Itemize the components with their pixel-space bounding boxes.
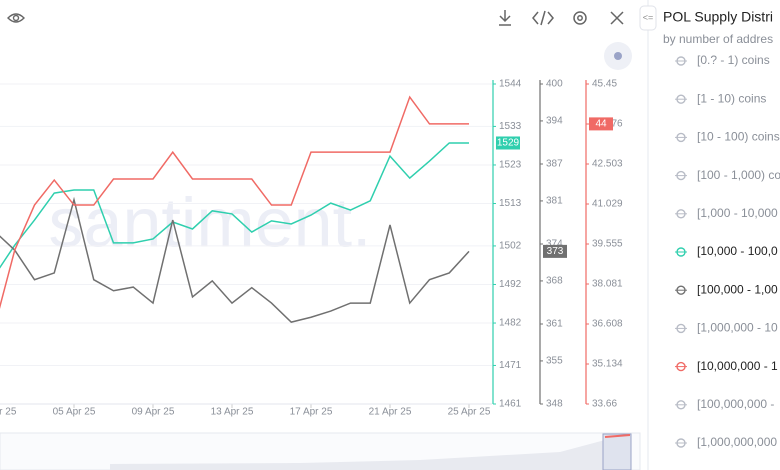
x-tick-label: 17 Apr 25 — [290, 407, 333, 418]
y-tick-label: 1492 — [499, 279, 522, 290]
y-tick-label: 348 — [546, 399, 563, 410]
y-tick-label: 1482 — [499, 318, 522, 329]
y-tick-label: 374 — [546, 239, 563, 250]
legend-label[interactable]: [10,000 - 100,0 — [697, 244, 778, 258]
legend-label[interactable]: [1,000,000 - 10 — [697, 321, 778, 335]
y-tick-label: 381 — [546, 196, 563, 207]
y-tick-label: 1523 — [499, 160, 522, 171]
sidebar-subtitle: by number of addres — [663, 32, 773, 46]
x-tick-label: 25 Apr 25 — [448, 407, 491, 418]
y-tick-label: 1533 — [499, 121, 522, 132]
settings-icon[interactable] — [573, 11, 587, 25]
y-tick-label: 400 — [546, 79, 563, 90]
y-tick-label: 355 — [546, 356, 563, 367]
navigator-line — [604, 434, 631, 438]
y-tick-label: 45.45 — [592, 79, 617, 90]
y-tick-label: 41.029 — [592, 199, 623, 210]
y-tick-label: 42.503 — [592, 159, 623, 170]
x-tick-label: 01 Apr 25 — [0, 407, 17, 418]
series-line — [0, 95, 469, 309]
legend-label[interactable]: [10,000,000 - 1 — [697, 359, 778, 373]
y-tick-label: 35.134 — [592, 359, 623, 370]
watermark: santiment. — [49, 183, 372, 261]
y-tick-label: 1513 — [499, 198, 522, 209]
legend-label[interactable]: [100 - 1,000) co — [697, 168, 780, 182]
y-tick-label: 38.081 — [592, 279, 623, 290]
navigator-area — [110, 434, 630, 470]
legend: [0.? - 1) coins [1 - 10) coins [10 - 100) … — [675, 53, 780, 449]
y-tick-label: 1471 — [499, 360, 522, 371]
legend-label[interactable]: [100,000,000 - — [697, 397, 774, 411]
series-line — [0, 196, 470, 323]
x-tick-label: 05 Apr 25 — [53, 407, 96, 418]
legend-label[interactable]: [10 - 100) coins — [697, 130, 780, 144]
navigator-window[interactable] — [602, 433, 632, 470]
eye-icon[interactable] — [7, 13, 25, 23]
value-badge — [496, 136, 520, 150]
download-icon[interactable] — [499, 10, 511, 26]
fullscreen-icon[interactable] — [610, 11, 624, 25]
x-tick-label: 09 Apr 25 — [132, 407, 175, 418]
y-tick-label: 394 — [546, 116, 563, 127]
sidebar-title: POL Supply Distri — [663, 9, 773, 25]
value-label: 373 — [547, 246, 564, 257]
axes: 01 Apr 25 05 Apr 25 09 Apr 25 13 Apr 25 17 A… — [0, 79, 623, 418]
collapse-icon: <= — [643, 12, 654, 22]
y-tick-label: 1461 — [499, 399, 522, 410]
embed-icon[interactable] — [532, 10, 554, 26]
y-tick-label: 1502 — [499, 241, 522, 252]
series-line — [0, 142, 469, 269]
legend-label[interactable]: [0.? - 1) coins — [697, 53, 770, 67]
value-badge — [589, 117, 613, 131]
y-tick-label: 368 — [546, 276, 563, 287]
legend-label[interactable]: [1 - 10) coins — [697, 91, 766, 105]
x-tick-label: 13 Apr 25 — [211, 407, 254, 418]
y-tick-label: 33.66 — [592, 399, 617, 410]
y-tick-label: 361 — [546, 319, 563, 330]
y-tick-label: 387 — [546, 159, 563, 170]
legend-label[interactable]: [1,000,000,000 — [697, 435, 777, 449]
y-tick-label: 1544 — [499, 79, 522, 90]
y-tick-label: 39.555 — [592, 239, 623, 250]
collapse-button[interactable] — [639, 5, 657, 31]
value-badge — [543, 244, 567, 258]
value-label: 44 — [595, 119, 607, 130]
x-tick-label: 21 Apr 25 — [369, 407, 412, 418]
legend-label[interactable]: [1,000 - 10,000 — [697, 206, 778, 220]
value-label: 1529 — [497, 138, 520, 149]
legend-label[interactable]: [100,000 - 1,00 — [697, 282, 778, 296]
toggle-dot — [614, 52, 622, 60]
y-tick-label: 36.608 — [592, 319, 623, 330]
